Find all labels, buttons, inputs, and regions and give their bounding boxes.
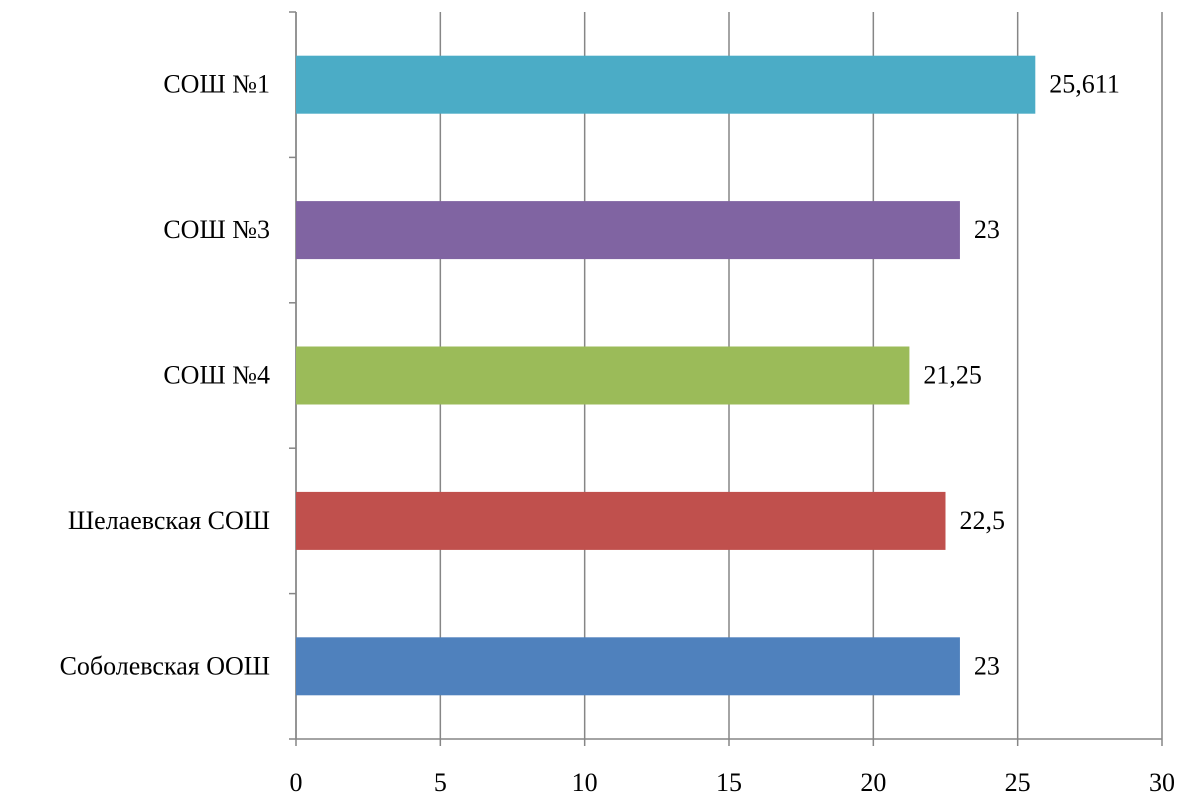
y-tick-label: СОШ №3 (163, 215, 270, 244)
value-label: 23 (974, 651, 1000, 680)
value-label: 21,25 (923, 360, 982, 389)
x-tick-label: 15 (716, 768, 742, 797)
bar (296, 637, 960, 696)
x-tick-label: 5 (434, 768, 447, 797)
bar (296, 346, 910, 405)
y-tick-label: СОШ №4 (163, 360, 270, 389)
y-tick-label: Соболевская ООШ (60, 651, 270, 680)
value-label: 22,5 (960, 506, 1006, 535)
x-tick-label: 10 (572, 768, 598, 797)
bar (296, 55, 1036, 114)
y-tick-label: Шелаевская СОШ (68, 506, 270, 535)
x-tick-label: 20 (860, 768, 886, 797)
bar (296, 201, 960, 260)
x-tick-label: 30 (1149, 768, 1175, 797)
x-tick-label: 0 (290, 768, 303, 797)
y-tick-label: СОШ №1 (163, 70, 270, 99)
x-tick-label: 25 (1005, 768, 1031, 797)
bar (296, 491, 946, 550)
value-label: 25,611 (1049, 70, 1120, 99)
value-label: 23 (974, 215, 1000, 244)
